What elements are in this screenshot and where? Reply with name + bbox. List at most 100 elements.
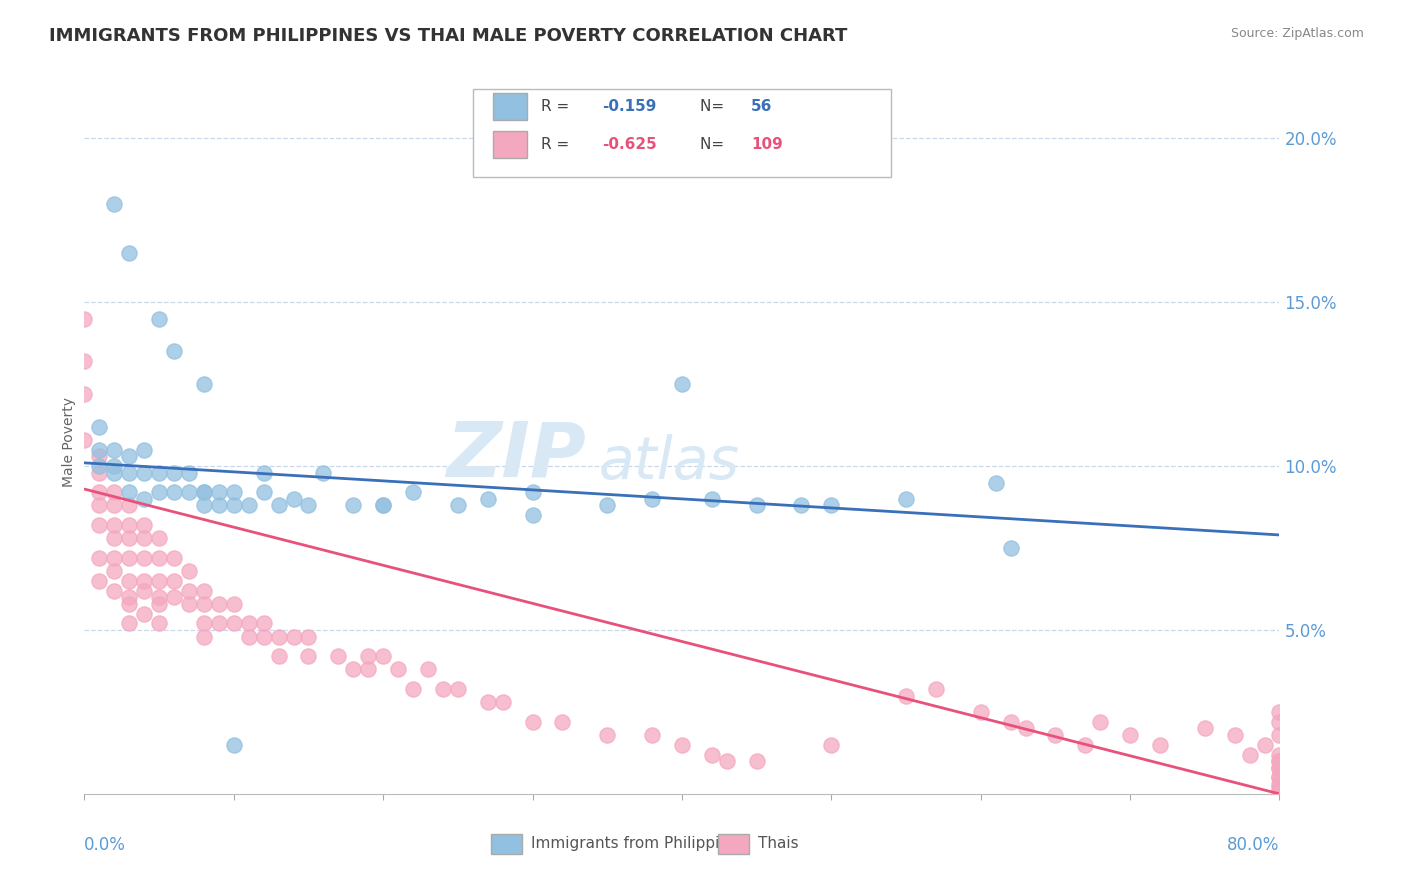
Point — [1268, 780, 1291, 795]
Point — [193, 597, 215, 611]
Point — [596, 499, 619, 513]
Point — [1014, 722, 1036, 736]
Point — [89, 550, 111, 565]
Point — [373, 499, 395, 513]
Point — [1268, 771, 1291, 785]
Point — [148, 591, 170, 605]
Point — [89, 574, 111, 588]
Point — [208, 616, 231, 631]
Point — [148, 616, 170, 631]
Point — [492, 695, 515, 709]
Point — [1253, 738, 1275, 752]
Point — [118, 466, 141, 480]
Point — [132, 574, 156, 588]
Point — [894, 689, 917, 703]
Point — [253, 466, 276, 480]
Point — [148, 466, 170, 480]
Point — [89, 419, 111, 434]
Point — [522, 485, 544, 500]
Point — [253, 630, 276, 644]
Point — [177, 564, 200, 578]
Point — [208, 499, 231, 513]
Point — [148, 311, 170, 326]
Point — [177, 485, 200, 500]
Point — [1268, 777, 1291, 791]
Text: Thais: Thais — [758, 837, 799, 851]
Point — [1090, 714, 1112, 729]
Point — [208, 485, 231, 500]
Point — [1268, 761, 1291, 775]
Text: 0.0%: 0.0% — [84, 836, 127, 855]
Point — [103, 442, 125, 457]
Point — [163, 574, 186, 588]
Point — [163, 485, 186, 500]
Point — [148, 597, 170, 611]
Point — [820, 738, 842, 752]
Point — [596, 728, 619, 742]
Point — [89, 466, 111, 480]
Text: -0.625: -0.625 — [602, 136, 657, 152]
Point — [222, 597, 245, 611]
Point — [402, 485, 425, 500]
Point — [522, 508, 544, 523]
Point — [132, 531, 156, 545]
Point — [193, 616, 215, 631]
Point — [671, 738, 693, 752]
Point — [342, 662, 364, 676]
Point — [73, 354, 96, 368]
Text: IMMIGRANTS FROM PHILIPPINES VS THAI MALE POVERTY CORRELATION CHART: IMMIGRANTS FROM PHILIPPINES VS THAI MALE… — [49, 27, 848, 45]
Point — [267, 630, 290, 644]
Point — [297, 630, 319, 644]
Point — [222, 738, 245, 752]
Point — [118, 246, 141, 260]
Point — [132, 491, 156, 506]
Point — [1223, 728, 1246, 742]
Point — [1268, 714, 1291, 729]
Point — [193, 485, 215, 500]
Point — [984, 475, 1007, 490]
Point — [118, 518, 141, 533]
Point — [163, 466, 186, 480]
Point — [177, 597, 200, 611]
Point — [118, 450, 141, 464]
Point — [1074, 738, 1097, 752]
Point — [238, 499, 260, 513]
Point — [641, 728, 664, 742]
Text: 56: 56 — [751, 99, 773, 113]
Point — [177, 583, 200, 598]
Point — [1194, 722, 1216, 736]
Point — [477, 491, 499, 506]
Point — [312, 466, 335, 480]
Bar — [491, 834, 522, 854]
Text: R =: R = — [541, 136, 574, 152]
Point — [103, 459, 125, 474]
Point — [357, 649, 380, 664]
Text: -0.159: -0.159 — [602, 99, 657, 113]
Point — [118, 616, 141, 631]
Point — [1268, 728, 1291, 742]
Point — [1000, 541, 1022, 555]
Text: Immigrants from Philippines: Immigrants from Philippines — [531, 837, 747, 851]
Point — [177, 466, 200, 480]
Point — [118, 574, 141, 588]
Point — [118, 499, 141, 513]
Point — [89, 459, 111, 474]
Point — [103, 499, 125, 513]
Point — [148, 550, 170, 565]
Point — [1268, 771, 1291, 785]
Point — [1268, 783, 1291, 797]
Text: atlas: atlas — [599, 434, 740, 491]
Text: R =: R = — [541, 99, 574, 113]
Point — [118, 597, 141, 611]
Point — [73, 433, 96, 447]
Bar — [718, 834, 749, 854]
Point — [745, 754, 768, 768]
Point — [432, 681, 454, 696]
Point — [89, 450, 111, 464]
Point — [118, 485, 141, 500]
Point — [1268, 754, 1291, 768]
Point — [1119, 728, 1142, 742]
Point — [193, 499, 215, 513]
Point — [1268, 705, 1291, 719]
Point — [73, 387, 96, 401]
